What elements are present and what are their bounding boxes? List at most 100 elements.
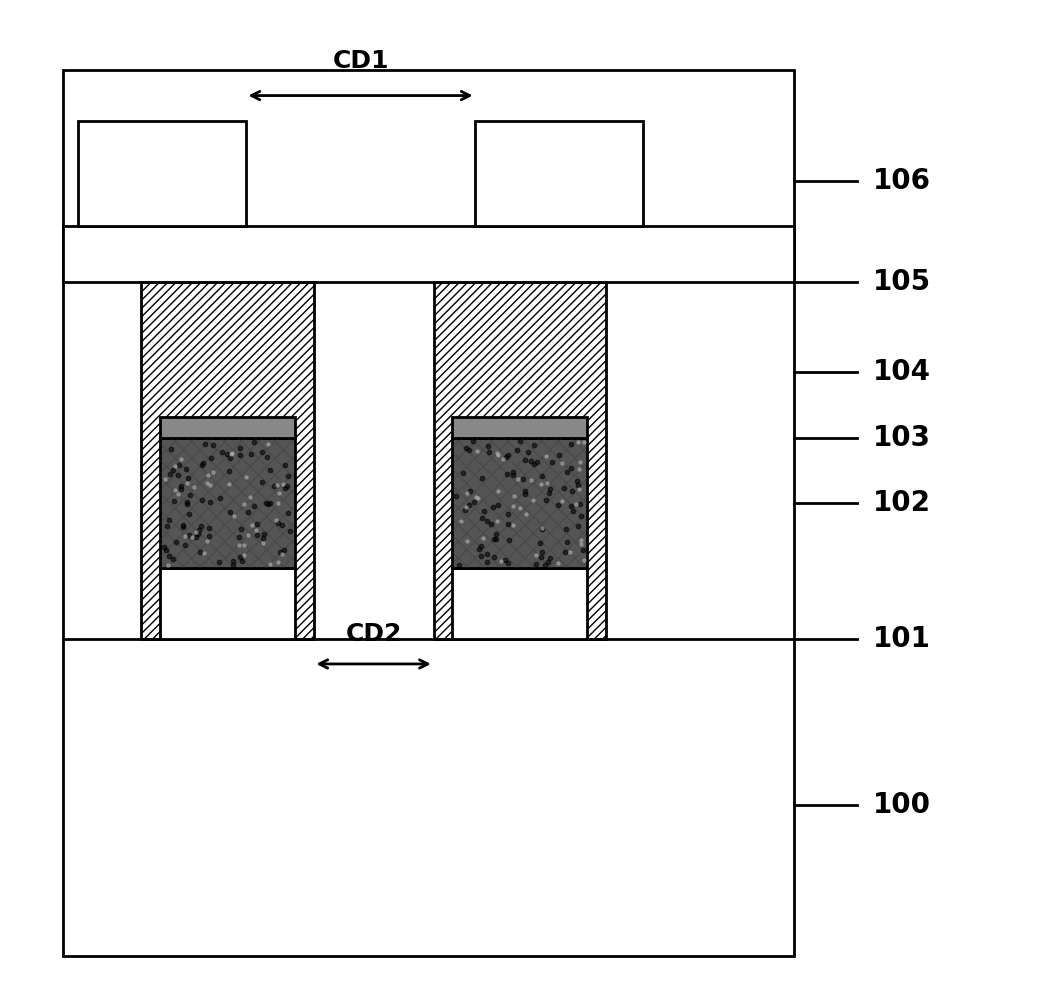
Point: [270, 515, 286, 531]
Point: [489, 513, 506, 529]
Point: [481, 445, 497, 461]
Point: [489, 497, 506, 513]
Point: [500, 447, 516, 463]
Point: [479, 545, 495, 561]
Point: [529, 454, 545, 470]
Point: [505, 467, 521, 483]
Point: [486, 530, 503, 546]
Point: [479, 554, 495, 570]
Point: [459, 485, 475, 501]
Point: [157, 471, 173, 487]
Point: [550, 554, 566, 570]
Text: 100: 100: [873, 791, 931, 819]
Point: [166, 493, 183, 509]
Point: [475, 503, 492, 519]
Point: [268, 511, 284, 527]
Point: [249, 516, 265, 532]
Point: [573, 535, 589, 551]
Point: [279, 478, 296, 494]
Point: [487, 530, 504, 546]
Point: [473, 510, 490, 526]
Point: [498, 467, 515, 483]
Point: [541, 550, 558, 566]
Point: [540, 485, 557, 501]
Point: [470, 541, 487, 557]
Point: [496, 551, 513, 567]
Point: [156, 539, 172, 555]
Point: [561, 544, 578, 560]
Text: CD2: CD2: [346, 622, 401, 646]
Text: 101: 101: [873, 625, 930, 653]
Point: [506, 488, 522, 504]
Point: [182, 487, 199, 503]
Point: [256, 526, 273, 542]
Point: [202, 494, 218, 510]
Point: [188, 529, 205, 545]
Point: [558, 465, 575, 481]
Point: [492, 552, 509, 568]
Point: [199, 533, 215, 549]
Bar: [452, 417, 587, 438]
Point: [261, 495, 278, 511]
Point: [172, 478, 189, 494]
Bar: [160, 417, 295, 438]
Point: [166, 482, 183, 498]
Point: [162, 467, 179, 483]
Point: [163, 442, 180, 458]
Point: [277, 480, 294, 496]
Point: [186, 479, 203, 495]
Point: [202, 477, 218, 493]
Point: [255, 535, 272, 551]
Point: [505, 498, 521, 514]
Point: [533, 520, 550, 536]
Point: [246, 435, 262, 451]
Point: [485, 499, 502, 515]
Point: [172, 481, 189, 497]
Point: [243, 517, 260, 533]
Point: [524, 472, 540, 488]
Point: [573, 508, 589, 524]
Point: [179, 475, 195, 491]
Point: [490, 447, 507, 463]
Point: [500, 516, 516, 532]
Point: [232, 549, 249, 565]
Point: [517, 452, 534, 468]
Point: [281, 522, 298, 538]
Point: [273, 517, 289, 533]
Point: [164, 463, 181, 479]
Point: [205, 464, 222, 480]
Point: [479, 513, 495, 529]
Bar: [434, 282, 606, 639]
Point: [488, 525, 505, 541]
Point: [540, 554, 557, 570]
Point: [559, 534, 576, 550]
Point: [541, 481, 558, 497]
Point: [259, 496, 276, 512]
Point: [177, 528, 193, 544]
Point: [558, 521, 575, 537]
Point: [191, 522, 208, 538]
Point: [232, 447, 249, 463]
Point: [568, 473, 585, 489]
Point: [205, 438, 222, 454]
Point: [516, 483, 533, 499]
Point: [270, 554, 286, 570]
Point: [486, 548, 503, 564]
Point: [454, 513, 470, 529]
Point: [473, 470, 490, 486]
Point: [233, 521, 250, 537]
Point: [570, 518, 586, 534]
Point: [505, 464, 521, 480]
Bar: [160, 438, 295, 568]
Bar: [475, 121, 643, 226]
Point: [563, 498, 580, 514]
Point: [193, 492, 210, 508]
Point: [241, 489, 258, 505]
Point: [526, 456, 542, 472]
Point: [201, 520, 217, 536]
Point: [266, 478, 283, 494]
Point: [231, 529, 248, 545]
Point: [457, 502, 473, 518]
Point: [159, 518, 176, 534]
Point: [169, 467, 186, 483]
